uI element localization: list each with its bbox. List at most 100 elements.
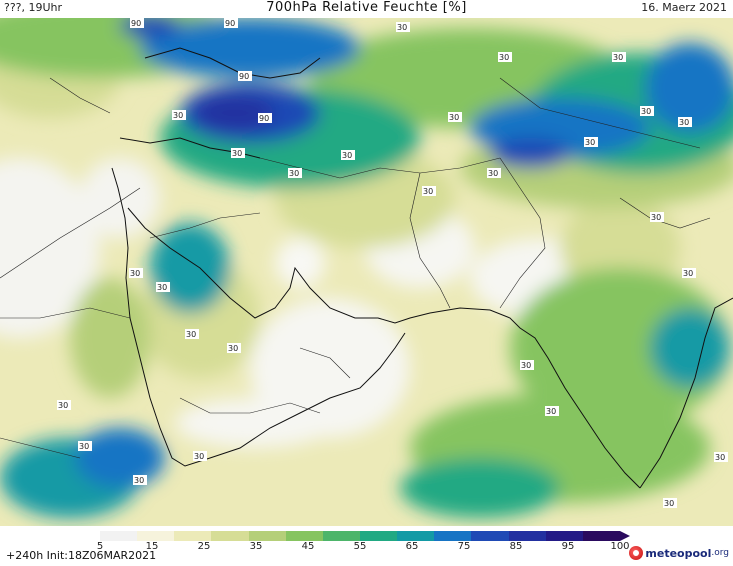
legend-arrow-icon bbox=[620, 531, 630, 541]
contour-label: 30 bbox=[288, 168, 302, 178]
legend-swatch bbox=[211, 531, 249, 541]
svg-text:30: 30 bbox=[715, 453, 725, 462]
legend-swatch bbox=[248, 531, 286, 541]
contour-label: 30 bbox=[650, 212, 664, 222]
svg-text:30: 30 bbox=[521, 361, 531, 370]
legend-color-bar bbox=[100, 531, 620, 541]
svg-text:30: 30 bbox=[134, 476, 144, 485]
legend-ticks: 5 15 25 35 45 55 65 75 85 95 100 bbox=[96, 541, 630, 555]
meteopool-logo[interactable]: meteopool .org bbox=[629, 546, 729, 560]
legend-swatch bbox=[174, 531, 212, 541]
legend-swatch bbox=[285, 531, 323, 541]
svg-text:30: 30 bbox=[641, 107, 651, 116]
map-title: 700hPa Relative Feuchte [%] bbox=[266, 0, 467, 15]
legend-swatch bbox=[100, 531, 138, 541]
logo-name: meteopool bbox=[645, 546, 712, 560]
legend-tick-label: 100 bbox=[610, 541, 630, 552]
run-info: +240h Init:18Z06MAR2021 bbox=[6, 549, 157, 562]
svg-text:30: 30 bbox=[186, 330, 196, 339]
contour-label: 30 bbox=[341, 150, 355, 160]
legend-tick-label: 65 bbox=[405, 541, 419, 552]
legend-swatch bbox=[434, 531, 472, 541]
svg-text:30: 30 bbox=[679, 118, 689, 127]
svg-text:30: 30 bbox=[342, 151, 352, 160]
contour-label: 30 bbox=[185, 329, 199, 339]
borders bbox=[0, 77, 711, 459]
contour-label: 30 bbox=[156, 282, 170, 292]
svg-text:90: 90 bbox=[131, 19, 141, 28]
legend-swatch bbox=[508, 531, 546, 541]
svg-text:30: 30 bbox=[228, 344, 238, 353]
legend-tick-label: 85 bbox=[509, 541, 523, 552]
svg-text:30: 30 bbox=[232, 149, 242, 158]
contour-label: 30 bbox=[422, 186, 436, 196]
valid-time-label: ???, 19Uhr bbox=[4, 1, 63, 14]
svg-text:30: 30 bbox=[546, 407, 556, 416]
logo-tld: .org bbox=[711, 548, 729, 558]
contour-label: 30 bbox=[663, 498, 677, 508]
svg-text:30: 30 bbox=[499, 53, 509, 62]
contour-label: 30 bbox=[520, 360, 534, 370]
svg-text:30: 30 bbox=[130, 269, 140, 278]
contour-label: 30 bbox=[396, 22, 410, 32]
logo-icon bbox=[629, 546, 644, 560]
svg-text:90: 90 bbox=[225, 19, 235, 28]
contour-label: 30 bbox=[227, 343, 241, 353]
contour-label: 30 bbox=[193, 451, 207, 461]
legend-swatch bbox=[137, 531, 175, 541]
contour-label: 30 bbox=[172, 110, 186, 120]
svg-text:30: 30 bbox=[173, 111, 183, 120]
svg-text:30: 30 bbox=[683, 269, 693, 278]
legend-tick-label: 25 bbox=[197, 541, 211, 552]
legend-swatch bbox=[582, 531, 620, 541]
legend-tick-label: 95 bbox=[561, 541, 575, 552]
legend-swatch bbox=[322, 531, 360, 541]
svg-text:90: 90 bbox=[239, 72, 249, 81]
svg-text:30: 30 bbox=[488, 169, 498, 178]
contour-label: 30 bbox=[78, 441, 92, 451]
contour-label: 30 bbox=[498, 52, 512, 62]
contour-label: 90 bbox=[130, 18, 144, 28]
humidity-map: 90 90 90 90 30 30 30 30 30 30 30 30 30 3… bbox=[0, 18, 733, 526]
contour-label: 90 bbox=[258, 113, 272, 123]
svg-text:30: 30 bbox=[397, 23, 407, 32]
legend-swatch bbox=[545, 531, 583, 541]
svg-text:30: 30 bbox=[613, 53, 623, 62]
contour-label: 30 bbox=[133, 475, 147, 485]
legend-tick-label: 75 bbox=[457, 541, 471, 552]
contour-label: 30 bbox=[640, 106, 654, 116]
contour-label: 30 bbox=[678, 117, 692, 127]
legend-swatch bbox=[397, 531, 435, 541]
legend-tick-label: 45 bbox=[301, 541, 315, 552]
svg-text:30: 30 bbox=[651, 213, 661, 222]
contour-label: 30 bbox=[129, 268, 143, 278]
legend-swatch bbox=[359, 531, 398, 541]
map-canvas: 90 90 90 90 30 30 30 30 30 30 30 30 30 3… bbox=[0, 18, 733, 526]
svg-text:30: 30 bbox=[79, 442, 89, 451]
legend-tick-label: 15 bbox=[145, 541, 159, 552]
valid-date-label: 16. Maerz 2021 bbox=[641, 1, 727, 14]
contour-label: 30 bbox=[682, 268, 696, 278]
svg-text:30: 30 bbox=[449, 113, 459, 122]
svg-text:30: 30 bbox=[58, 401, 68, 410]
legend-tick-label: 5 bbox=[96, 541, 104, 552]
contour-label: 90 bbox=[224, 18, 238, 28]
svg-text:30: 30 bbox=[289, 169, 299, 178]
svg-text:30: 30 bbox=[585, 138, 595, 147]
contour-label: 30 bbox=[57, 400, 71, 410]
contour-label: 30 bbox=[584, 137, 598, 147]
contour-label: 30 bbox=[545, 406, 559, 416]
contour-label: 30 bbox=[487, 168, 501, 178]
legend-tick-label: 55 bbox=[353, 541, 367, 552]
contour-label: 30 bbox=[448, 112, 462, 122]
contour-label: 30 bbox=[612, 52, 626, 62]
svg-text:90: 90 bbox=[259, 114, 269, 123]
legend-tick-label: 35 bbox=[249, 541, 263, 552]
color-legend: 5 15 25 35 45 55 65 75 85 95 100 +240h Init:18Z06M… bbox=[0, 526, 733, 566]
header: ???, 19Uhr 700hPa Relative Feuchte [%] 1… bbox=[0, 0, 733, 18]
svg-text:30: 30 bbox=[157, 283, 167, 292]
legend-swatch bbox=[471, 531, 509, 541]
contour-label: 30 bbox=[231, 148, 245, 158]
svg-text:30: 30 bbox=[194, 452, 204, 461]
svg-text:30: 30 bbox=[423, 187, 433, 196]
